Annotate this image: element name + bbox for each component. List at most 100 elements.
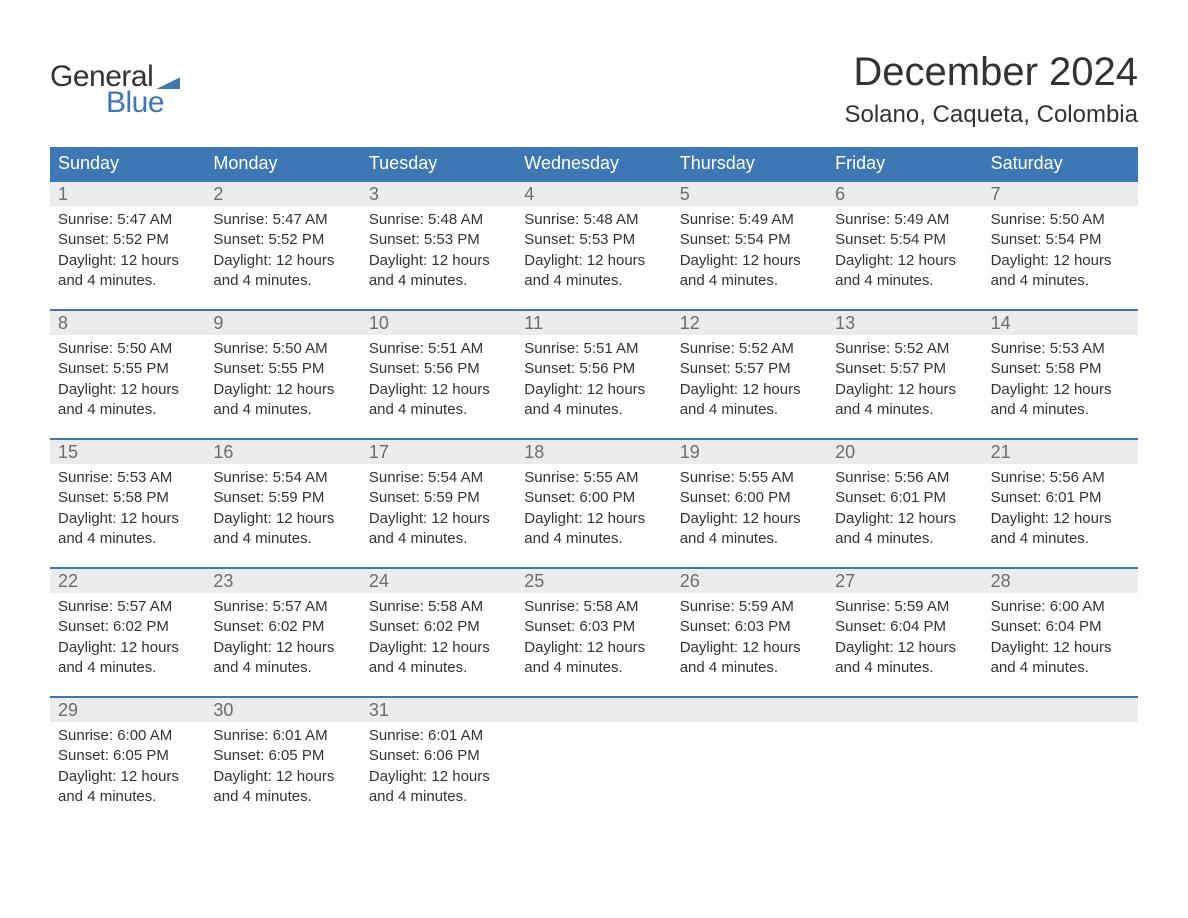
- sunset-text: Sunset: 5:57 PM: [680, 359, 819, 379]
- sunset-text: Sunset: 6:04 PM: [835, 617, 974, 637]
- sunset-text: Sunset: 6:05 PM: [213, 746, 352, 766]
- sunrise-text: Sunrise: 5:55 AM: [524, 468, 663, 488]
- daylight-text-1: Daylight: 12 hours: [213, 380, 352, 400]
- day-number: 28: [983, 569, 1138, 593]
- daylight-text-2: and 4 minutes.: [369, 787, 508, 807]
- day-number: 7: [983, 182, 1138, 206]
- day-number-row: 293031: [50, 696, 1138, 722]
- sunrise-text: Sunrise: 5:50 AM: [213, 339, 352, 359]
- sunrise-text: Sunrise: 6:00 AM: [58, 726, 197, 746]
- day-number: 12: [672, 311, 827, 335]
- sunset-text: Sunset: 5:52 PM: [213, 230, 352, 250]
- daylight-text-2: and 4 minutes.: [524, 529, 663, 549]
- sunset-text: Sunset: 6:01 PM: [835, 488, 974, 508]
- day-number: 6: [827, 182, 982, 206]
- sunset-text: Sunset: 6:04 PM: [991, 617, 1130, 637]
- daylight-text-2: and 4 minutes.: [58, 400, 197, 420]
- day-details: Sunrise: 5:59 AMSunset: 6:03 PMDaylight:…: [672, 593, 827, 682]
- daylight-text-1: Daylight: 12 hours: [58, 251, 197, 271]
- daylight-text-1: Daylight: 12 hours: [213, 767, 352, 787]
- day-details: Sunrise: 5:54 AMSunset: 5:59 PMDaylight:…: [205, 464, 360, 553]
- daylight-text-1: Daylight: 12 hours: [680, 638, 819, 658]
- weekday-header: Monday: [205, 147, 360, 180]
- daylight-text-1: Daylight: 12 hours: [524, 251, 663, 271]
- day-number: 19: [672, 440, 827, 464]
- day-details: Sunrise: 5:47 AMSunset: 5:52 PMDaylight:…: [205, 206, 360, 295]
- day-number: 22: [50, 569, 205, 593]
- day-details: Sunrise: 5:50 AMSunset: 5:54 PMDaylight:…: [983, 206, 1138, 295]
- sunset-text: Sunset: 6:03 PM: [524, 617, 663, 637]
- day-details: [672, 722, 827, 811]
- daylight-text-2: and 4 minutes.: [213, 658, 352, 678]
- day-details: Sunrise: 6:01 AMSunset: 6:06 PMDaylight:…: [361, 722, 516, 811]
- day-number: 25: [516, 569, 671, 593]
- daylight-text-2: and 4 minutes.: [58, 529, 197, 549]
- daylight-text-1: Daylight: 12 hours: [369, 251, 508, 271]
- weekday-header-row: Sunday Monday Tuesday Wednesday Thursday…: [50, 147, 1138, 180]
- daylight-text-2: and 4 minutes.: [58, 658, 197, 678]
- day-number: [672, 698, 827, 722]
- day-details: Sunrise: 6:00 AMSunset: 6:04 PMDaylight:…: [983, 593, 1138, 682]
- daylight-text-1: Daylight: 12 hours: [58, 638, 197, 658]
- weekday-header: Wednesday: [516, 147, 671, 180]
- day-number: 2: [205, 182, 360, 206]
- daylight-text-1: Daylight: 12 hours: [680, 509, 819, 529]
- daylight-text-1: Daylight: 12 hours: [369, 380, 508, 400]
- day-number: 16: [205, 440, 360, 464]
- sunrise-text: Sunrise: 5:59 AM: [680, 597, 819, 617]
- day-number: 30: [205, 698, 360, 722]
- daylight-text-1: Daylight: 12 hours: [835, 509, 974, 529]
- weekday-header: Thursday: [672, 147, 827, 180]
- day-number: 8: [50, 311, 205, 335]
- sunset-text: Sunset: 6:03 PM: [680, 617, 819, 637]
- daylight-text-1: Daylight: 12 hours: [369, 638, 508, 658]
- day-details: Sunrise: 5:53 AMSunset: 5:58 PMDaylight:…: [983, 335, 1138, 424]
- daylight-text-1: Daylight: 12 hours: [213, 638, 352, 658]
- day-details: Sunrise: 6:00 AMSunset: 6:05 PMDaylight:…: [50, 722, 205, 811]
- daylight-text-2: and 4 minutes.: [524, 658, 663, 678]
- sunset-text: Sunset: 5:56 PM: [369, 359, 508, 379]
- sunset-text: Sunset: 6:00 PM: [524, 488, 663, 508]
- day-number: 10: [361, 311, 516, 335]
- day-number: 11: [516, 311, 671, 335]
- sunset-text: Sunset: 5:58 PM: [991, 359, 1130, 379]
- day-number: 15: [50, 440, 205, 464]
- day-number: [827, 698, 982, 722]
- sunrise-text: Sunrise: 5:51 AM: [524, 339, 663, 359]
- day-number: 20: [827, 440, 982, 464]
- sunrise-text: Sunrise: 5:57 AM: [213, 597, 352, 617]
- sunrise-text: Sunrise: 6:00 AM: [991, 597, 1130, 617]
- details-row: Sunrise: 5:57 AMSunset: 6:02 PMDaylight:…: [50, 593, 1138, 682]
- sunrise-text: Sunrise: 5:49 AM: [835, 210, 974, 230]
- daylight-text-2: and 4 minutes.: [369, 658, 508, 678]
- day-number: 14: [983, 311, 1138, 335]
- calendar: Sunday Monday Tuesday Wednesday Thursday…: [50, 147, 1138, 811]
- details-row: Sunrise: 5:50 AMSunset: 5:55 PMDaylight:…: [50, 335, 1138, 424]
- day-details: Sunrise: 5:48 AMSunset: 5:53 PMDaylight:…: [361, 206, 516, 295]
- sunset-text: Sunset: 5:56 PM: [524, 359, 663, 379]
- day-details: Sunrise: 5:55 AMSunset: 6:00 PMDaylight:…: [516, 464, 671, 553]
- day-number: 13: [827, 311, 982, 335]
- sunset-text: Sunset: 6:00 PM: [680, 488, 819, 508]
- daylight-text-2: and 4 minutes.: [835, 529, 974, 549]
- day-details: Sunrise: 5:55 AMSunset: 6:00 PMDaylight:…: [672, 464, 827, 553]
- day-number: 21: [983, 440, 1138, 464]
- daylight-text-1: Daylight: 12 hours: [213, 251, 352, 271]
- day-details: Sunrise: 5:51 AMSunset: 5:56 PMDaylight:…: [516, 335, 671, 424]
- daylight-text-2: and 4 minutes.: [58, 271, 197, 291]
- day-details: Sunrise: 5:58 AMSunset: 6:02 PMDaylight:…: [361, 593, 516, 682]
- day-details: Sunrise: 5:48 AMSunset: 5:53 PMDaylight:…: [516, 206, 671, 295]
- day-number: [516, 698, 671, 722]
- details-row: Sunrise: 5:53 AMSunset: 5:58 PMDaylight:…: [50, 464, 1138, 553]
- day-number-row: 891011121314: [50, 309, 1138, 335]
- day-number: 26: [672, 569, 827, 593]
- details-row: Sunrise: 6:00 AM Sunset: 6:05 PMDaylight:…: [50, 722, 1138, 811]
- sunrise-text: Sunrise: 6:01 AM: [369, 726, 508, 746]
- daylight-text-1: Daylight: 12 hours: [991, 638, 1130, 658]
- sunset-text: Sunset: 5:59 PM: [369, 488, 508, 508]
- sunrise-text: Sunrise: 5:50 AM: [991, 210, 1130, 230]
- sunrise-text: Sunrise: 5:49 AM: [680, 210, 819, 230]
- sunset-text: Sunset: 6:02 PM: [58, 617, 197, 637]
- daylight-text-2: and 4 minutes.: [213, 787, 352, 807]
- sunrise-text: Sunrise: 5:48 AM: [369, 210, 508, 230]
